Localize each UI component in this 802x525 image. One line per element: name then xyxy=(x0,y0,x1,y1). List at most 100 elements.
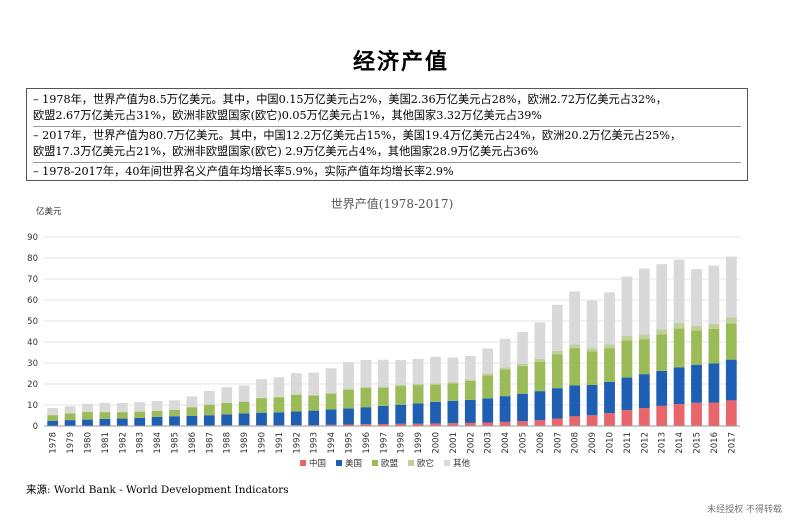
bar-segment-1979-欧盟 xyxy=(64,413,76,421)
bar-segment-2012-中国 xyxy=(638,408,650,426)
bar-segment-1985-其他 xyxy=(169,400,180,410)
chart-title: 世界产值(1978-2017) xyxy=(331,196,454,211)
bar-segment-1985-美国 xyxy=(169,416,180,426)
x-tick-label: 2013 xyxy=(658,432,668,454)
legend-label-欧它: 欧它 xyxy=(417,458,434,469)
bar-segment-2016-欧它 xyxy=(708,323,720,329)
x-tick-label: 2001 xyxy=(449,432,459,454)
bar-segment-1982-美国 xyxy=(116,418,128,426)
bar-segment-2008-欧盟 xyxy=(569,348,581,386)
x-tick-label: 1998 xyxy=(397,432,407,454)
x-tick-label: 1993 xyxy=(310,432,320,454)
bar-segment-1982-其他 xyxy=(116,402,128,413)
bar-segment-1999-欧它 xyxy=(412,383,424,386)
bar-segment-2009-欧盟 xyxy=(586,351,598,386)
bar-segment-2008-欧它 xyxy=(569,344,581,349)
bar-segment-1999-欧盟 xyxy=(412,385,424,404)
x-tick-label: 2017 xyxy=(727,432,737,454)
bar-segment-1997-欧它 xyxy=(377,386,389,388)
x-tick-label: 1989 xyxy=(240,432,250,454)
x-tick-label: 2006 xyxy=(536,432,546,454)
bar-segment-2000-美国 xyxy=(430,401,441,424)
bar-segment-1981-欧盟 xyxy=(99,412,111,419)
legend-label-欧盟: 欧盟 xyxy=(381,458,399,469)
bar-segment-1985-欧盟 xyxy=(169,409,180,417)
x-tick-label: 2009 xyxy=(588,432,598,454)
bar-segment-2007-欧盟 xyxy=(551,354,563,389)
bar-segment-2013-中国 xyxy=(656,405,668,426)
bar-segment-2009-美国 xyxy=(586,385,598,416)
bar-segment-1995-中国 xyxy=(343,424,354,426)
bar-segment-1987-欧盟 xyxy=(203,404,215,416)
bar-segment-1988-欧盟 xyxy=(221,402,233,415)
bar-segment-2003-中国 xyxy=(482,422,494,426)
bar-segment-1998-美国 xyxy=(395,404,407,424)
bar-segment-1983-其他 xyxy=(134,402,146,412)
bar-segment-1986-欧盟 xyxy=(186,407,198,416)
bar-segment-1994-其他 xyxy=(325,368,337,393)
bar-segment-1984-其他 xyxy=(151,400,163,411)
summary-box: – 1978年，世界产值为8.5万亿美元。其中，中国0.15万亿美元占2%，美国… xyxy=(26,88,748,181)
summary-divider xyxy=(33,126,741,127)
x-tick-label: 2016 xyxy=(710,432,720,454)
bar-segment-1991-美国 xyxy=(273,412,285,426)
bar-segment-1998-其他 xyxy=(395,359,407,385)
bar-segment-2002-欧盟 xyxy=(464,380,476,400)
bar-segment-1989-欧盟 xyxy=(238,401,250,414)
y-tick-label: 90 xyxy=(27,233,38,243)
bar-segment-1994-欧它 xyxy=(325,392,337,394)
bar-segment-1996-欧盟 xyxy=(360,387,372,408)
bar-segment-2016-其他 xyxy=(708,265,720,324)
bar-segment-1984-欧盟 xyxy=(151,410,163,417)
bar-segment-1997-美国 xyxy=(377,405,389,424)
bar-segment-1993-欧盟 xyxy=(308,395,320,411)
bar-segment-2015-中国 xyxy=(691,402,702,426)
bar-segment-2002-其他 xyxy=(464,355,476,380)
bar-segment-1979-美国 xyxy=(64,420,76,426)
bar-segment-2012-欧它 xyxy=(638,334,650,340)
bar-segment-2015-欧它 xyxy=(691,325,702,331)
bar-segment-2016-中国 xyxy=(708,402,720,426)
bar-segment-2003-欧盟 xyxy=(482,375,494,399)
bar-segment-1980-美国 xyxy=(82,419,93,426)
bar-segment-2017-美国 xyxy=(725,359,737,401)
legend-swatch-欧盟 xyxy=(372,460,378,466)
bar-segment-2017-欧盟 xyxy=(725,323,737,360)
bar-segment-2015-美国 xyxy=(691,364,702,403)
bar-segment-2017-中国 xyxy=(725,400,737,426)
bar-segment-1996-其他 xyxy=(360,360,372,387)
bar-segment-2000-中国 xyxy=(430,423,441,426)
bar-segment-2007-中国 xyxy=(551,418,563,426)
bar-segment-1990-美国 xyxy=(256,412,267,426)
bar-segment-1996-美国 xyxy=(360,407,372,425)
source-note: 来源: World Bank - World Development Indic… xyxy=(26,484,289,496)
y-tick-label: 20 xyxy=(27,380,38,390)
bar-segment-2009-中国 xyxy=(586,415,598,426)
summary-note-1978: – 1978年，世界产值为8.5万亿美元。其中，中国0.15万亿美元占2%，美国… xyxy=(33,93,667,122)
y-tick-label: 60 xyxy=(27,296,38,306)
bar-segment-1982-欧盟 xyxy=(116,412,128,419)
watermark-note: 未经授权 不得转载 xyxy=(707,505,782,515)
bar-segment-1981-美国 xyxy=(99,418,111,426)
bar-segment-2017-欧它 xyxy=(725,317,737,324)
bar-segment-2006-中国 xyxy=(534,420,546,426)
bar-segment-2002-中国 xyxy=(464,422,476,426)
bar-segment-2007-欧它 xyxy=(551,350,563,355)
bar-segment-2010-欧盟 xyxy=(604,348,615,382)
bar-segment-1991-其他 xyxy=(273,377,285,397)
bar-segment-2001-欧盟 xyxy=(447,383,459,401)
summary-note-2017: – 2017年，世界产值为80.7万亿美元。其中，中国12.2万亿美元占15%，… xyxy=(33,129,682,158)
x-tick-label: 2015 xyxy=(693,432,703,454)
bar-segment-2005-其他 xyxy=(517,332,528,364)
bar-segment-2008-其他 xyxy=(569,291,581,345)
x-tick-label: 1996 xyxy=(362,432,372,454)
x-tick-label: 1988 xyxy=(223,432,233,454)
x-tick-label: 1994 xyxy=(327,432,337,454)
bar-segment-1990-欧盟 xyxy=(256,398,267,413)
bar-segment-2013-美国 xyxy=(656,370,668,406)
bar-segment-1980-欧盟 xyxy=(82,412,93,420)
bar-segment-2016-欧盟 xyxy=(708,328,720,364)
bar-segment-2010-欧它 xyxy=(604,344,615,349)
bar-segment-1995-其他 xyxy=(343,362,354,389)
legend-swatch-欧它 xyxy=(408,460,414,466)
